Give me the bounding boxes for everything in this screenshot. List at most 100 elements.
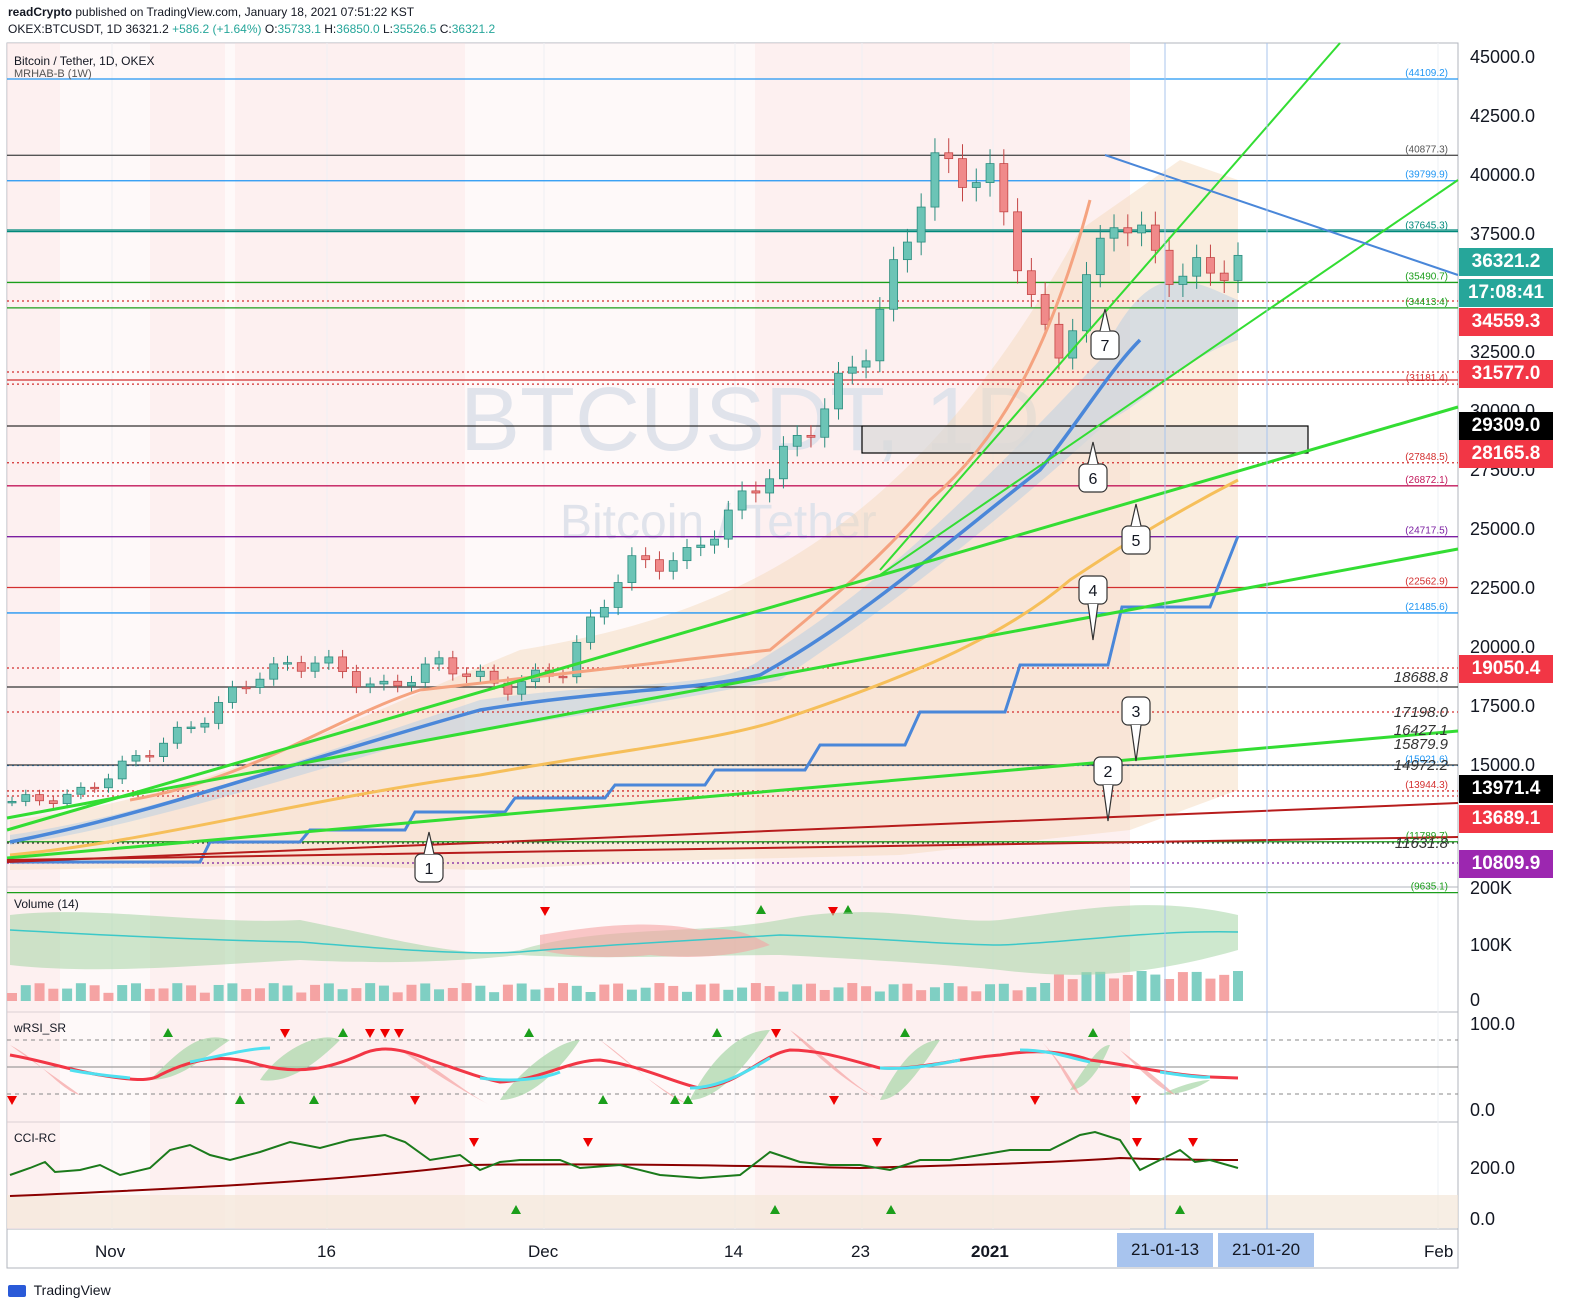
callout-pointer bbox=[1099, 308, 1111, 332]
published-text: published on TradingView.com, January 18… bbox=[75, 5, 415, 19]
volume-bar bbox=[7, 993, 17, 1001]
volume-bar bbox=[985, 984, 996, 1001]
candle-body bbox=[641, 555, 651, 561]
trend-line bbox=[879, 42, 1341, 571]
candle-body bbox=[999, 163, 1009, 213]
volume-bar bbox=[117, 985, 128, 1001]
level-label: (13944.3) bbox=[1405, 780, 1448, 791]
level-label: (39799.9) bbox=[1405, 170, 1448, 181]
candle-body bbox=[668, 560, 678, 572]
trend-line bbox=[6, 836, 1459, 861]
candle-body bbox=[448, 657, 458, 675]
volume-bar bbox=[1067, 979, 1078, 1001]
rsi-arrow bbox=[7, 1096, 17, 1105]
volume-bar bbox=[668, 985, 679, 1001]
time-label-feb: Feb bbox=[1424, 1242, 1454, 1261]
ema-yellow bbox=[9, 478, 1239, 857]
cci-low-band bbox=[7, 1195, 1458, 1228]
volume-tick-0: 0 bbox=[1470, 990, 1481, 1010]
rsi-arrow bbox=[829, 1096, 839, 1105]
candle-body bbox=[682, 547, 692, 562]
volume-bar bbox=[447, 987, 458, 1001]
volume-bar bbox=[103, 992, 114, 1001]
cci-arrow bbox=[469, 1138, 479, 1147]
trend-lines bbox=[6, 42, 1459, 863]
price-box: 31577.0 bbox=[1459, 360, 1553, 388]
volume-bar bbox=[20, 985, 31, 1001]
candle-body bbox=[76, 786, 86, 795]
volume-bar bbox=[1219, 974, 1230, 1001]
time-label-16: 16 bbox=[317, 1242, 336, 1261]
footer-brand: TradingView bbox=[8, 1282, 111, 1298]
candle-body bbox=[90, 786, 100, 790]
volume-bar bbox=[1233, 971, 1243, 1001]
volume-bar bbox=[544, 987, 555, 1001]
candle-body bbox=[21, 794, 31, 802]
low-value: 35526.5 bbox=[393, 22, 437, 36]
candle-body bbox=[7, 801, 17, 804]
volume-bar bbox=[144, 988, 155, 1001]
volume-bar bbox=[847, 983, 858, 1001]
candle-body bbox=[517, 681, 527, 695]
volume-bar bbox=[502, 984, 513, 1001]
level-labels: (44109.2) (40877.3) (39799.9) (37645.3) (354… bbox=[1394, 68, 1449, 893]
callout-number: 3 bbox=[1132, 704, 1141, 721]
volume-bar bbox=[282, 985, 293, 1001]
candle-body bbox=[599, 606, 609, 618]
volume-bar bbox=[34, 983, 45, 1001]
volume-bar bbox=[1136, 971, 1147, 1001]
callout-pointer bbox=[1087, 603, 1099, 641]
level-label: (31181.4) bbox=[1406, 373, 1448, 384]
level-label: (40877.3) bbox=[1405, 144, 1448, 155]
candle-body bbox=[1040, 294, 1050, 325]
close-value: 36321.2 bbox=[451, 22, 496, 36]
candle-body bbox=[104, 778, 113, 789]
time-marker-21-01-13[interactable]: 21-01-13 bbox=[1117, 1233, 1213, 1267]
rsi-arrow bbox=[524, 1028, 534, 1037]
rsi-arrow bbox=[900, 1028, 910, 1037]
callout-pointer bbox=[423, 831, 435, 855]
tradingview-logo-icon bbox=[8, 1285, 26, 1298]
rsi-arrow bbox=[1131, 1096, 1141, 1105]
candle-body bbox=[145, 755, 155, 758]
italic-level-label: 18688.8 bbox=[1394, 669, 1449, 686]
trend-line bbox=[6, 729, 1459, 860]
volume-bar bbox=[1109, 978, 1120, 1001]
session-band bbox=[235, 43, 465, 1229]
volume-bar bbox=[365, 983, 376, 1001]
price-box: 17:08:41 bbox=[1459, 279, 1553, 307]
volume-bar bbox=[1191, 971, 1202, 1001]
cci-pane-title: CCI-RC bbox=[14, 1131, 56, 1145]
rsi-arrow bbox=[394, 1029, 404, 1038]
volume-bar bbox=[861, 986, 872, 1001]
volume-bar bbox=[1095, 971, 1106, 1001]
candle-body bbox=[310, 662, 320, 672]
callout-number: 2 bbox=[1104, 764, 1113, 781]
candle-body bbox=[820, 408, 830, 438]
candle-body bbox=[172, 726, 182, 744]
publisher-name: readCrypto bbox=[8, 5, 73, 19]
volume-bar bbox=[764, 986, 775, 1001]
volume-bar bbox=[640, 987, 651, 1001]
rsi-pane-title: wRSI_SR bbox=[14, 1021, 67, 1035]
volume-bars bbox=[7, 905, 1243, 1001]
callout-number: 7 bbox=[1101, 338, 1110, 355]
candle-body bbox=[159, 742, 168, 757]
time-label-14: 14 bbox=[724, 1242, 743, 1261]
candle-body bbox=[214, 702, 224, 724]
volume-bar bbox=[48, 988, 59, 1001]
candle-body bbox=[1082, 274, 1091, 332]
volume-bar bbox=[213, 984, 224, 1001]
italic-level-label: 11631.8 bbox=[1395, 835, 1449, 852]
support-zone-box bbox=[861, 425, 1309, 454]
candle-body bbox=[434, 657, 444, 665]
volume-bar bbox=[943, 983, 954, 1001]
volume-bar bbox=[833, 987, 844, 1001]
rsi-cyan-segments bbox=[69, 1046, 1211, 1090]
time-marker-21-01-20[interactable]: 21-01-20 bbox=[1218, 1233, 1314, 1267]
volume-bar bbox=[750, 983, 761, 1001]
rsi-signal-arrows bbox=[7, 1028, 1141, 1105]
rsi-arrow bbox=[712, 1028, 722, 1037]
level-label: (11789.7) bbox=[1406, 831, 1448, 842]
